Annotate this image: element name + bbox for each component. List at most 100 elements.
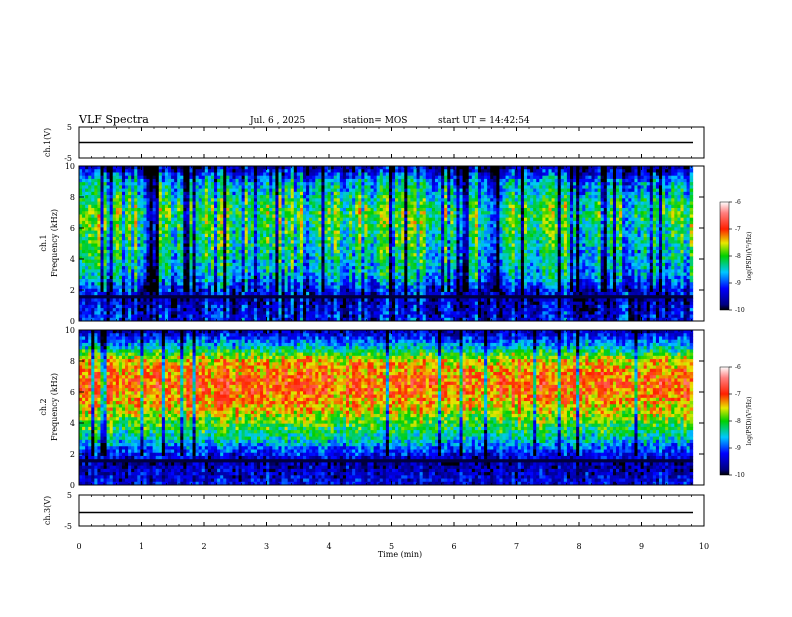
- spectrogram-cell: [349, 247, 352, 251]
- spectrogram-cell: [119, 279, 122, 283]
- spectrogram-cell: [180, 292, 183, 296]
- spectrogram-cell: [140, 279, 143, 283]
- spectrogram-cell: [251, 234, 254, 238]
- spectrogram-cell: [269, 214, 272, 218]
- spectrogram-cell: [122, 315, 125, 319]
- spectrogram-cell: [367, 292, 370, 296]
- spectrogram-cell: [85, 311, 88, 315]
- spectrogram-cell: [180, 244, 183, 248]
- spectrogram-cell: [386, 292, 389, 296]
- spectrogram-cell: [100, 253, 103, 257]
- spectrogram-cell: [389, 234, 392, 238]
- spectrogram-cell: [79, 298, 82, 302]
- spectrogram-cell: [220, 169, 223, 173]
- spectrogram-cell: [386, 302, 389, 306]
- spectrogram-cell: [312, 224, 315, 228]
- spectrogram-cell: [300, 305, 303, 309]
- spectrogram-cell: [306, 285, 309, 289]
- spectrogram-cell: [232, 176, 235, 180]
- spectrogram-cell: [361, 172, 364, 176]
- spectrogram-cell: [321, 256, 324, 260]
- spectrogram-cell: [328, 208, 331, 212]
- spectrogram-cell: [340, 195, 343, 199]
- spectrogram-cell: [214, 205, 217, 209]
- spectrogram-cell: [254, 305, 257, 309]
- spectrogram-cell: [140, 289, 143, 293]
- spectrogram-cell: [193, 176, 196, 180]
- spectrogram-cell: [189, 192, 192, 196]
- spectrogram-cell: [110, 234, 113, 238]
- spectrogram-cell: [392, 192, 395, 196]
- spectrogram-cell: [88, 195, 91, 199]
- spectrogram-cell: [294, 315, 297, 319]
- spectrogram-cell: [208, 231, 211, 235]
- spectrogram-cell: [309, 218, 312, 222]
- spectrogram-cell: [193, 208, 196, 212]
- spectrogram-cell: [263, 266, 266, 270]
- spectrogram-cell: [288, 189, 291, 193]
- spectrogram-cell: [220, 185, 223, 189]
- spectrogram-cell: [263, 227, 266, 231]
- spectrogram-cell: [100, 195, 103, 199]
- spectrogram-cell: [377, 279, 380, 283]
- spectrogram-cell: [371, 269, 374, 273]
- spectrogram-cell: [303, 263, 306, 267]
- spectrogram-cell: [119, 208, 122, 212]
- spectrogram-cell: [355, 166, 358, 170]
- spectrogram-cell: [131, 302, 134, 306]
- spectrogram-cell: [380, 247, 383, 251]
- spectrogram-cell: [309, 221, 312, 225]
- spectrogram-cell: [134, 253, 137, 257]
- spectrogram-cell: [229, 221, 232, 225]
- spectrogram-cell: [131, 176, 134, 180]
- spectrogram-cell: [162, 253, 165, 257]
- spectrogram-cell: [294, 305, 297, 309]
- spectrogram-cell: [386, 202, 389, 206]
- spectrogram-cell: [294, 211, 297, 215]
- spectrogram-cell: [392, 240, 395, 244]
- spectrogram-cell: [85, 298, 88, 302]
- spectrogram-cell: [312, 195, 315, 199]
- spectrogram-cell: [395, 266, 398, 270]
- spectrogram-cell: [168, 221, 171, 225]
- spectrogram-cell: [125, 237, 128, 241]
- spectrogram-cell: [355, 295, 358, 299]
- spectrogram-cell: [208, 224, 211, 228]
- spectrogram-cell: [168, 292, 171, 296]
- spectrogram-cell: [153, 256, 156, 260]
- spectrogram-cell: [193, 231, 196, 235]
- spectrogram-cell: [134, 205, 137, 209]
- spectrogram-cell: [177, 211, 180, 215]
- spectrogram-cell: [272, 308, 275, 312]
- spectrogram-cell: [282, 276, 285, 280]
- spectrogram-cell: [165, 227, 168, 231]
- spectrogram-cell: [217, 315, 220, 319]
- spectrogram-cell: [189, 218, 192, 222]
- spectrogram-cell: [226, 169, 229, 173]
- spectrogram-cell: [364, 234, 367, 238]
- spectrogram-cell: [334, 269, 337, 273]
- spectrogram-cell: [260, 218, 263, 222]
- spectrogram-cell: [171, 250, 174, 254]
- spectrogram-cell: [346, 279, 349, 283]
- spectrogram-cell: [104, 292, 107, 296]
- spectrogram-cell: [159, 250, 162, 254]
- spectrogram-cell: [266, 237, 269, 241]
- spectrogram-cell: [186, 269, 189, 273]
- spectrogram-cell: [300, 166, 303, 170]
- spectrogram-cell: [125, 298, 128, 302]
- spectrogram-cell: [107, 276, 110, 280]
- spectrogram-cell: [193, 205, 196, 209]
- spectrogram-cell: [107, 237, 110, 241]
- spectrogram-cell: [288, 305, 291, 309]
- spectrogram-cell: [352, 176, 355, 180]
- spectrogram-cell: [220, 289, 223, 293]
- spectrogram-cell: [392, 218, 395, 222]
- spectrogram-cell: [239, 250, 242, 254]
- spectrogram-cell: [269, 231, 272, 235]
- spectrogram-cell: [309, 172, 312, 176]
- spectrogram-cell: [291, 176, 294, 180]
- spectrogram-cell: [312, 282, 315, 286]
- spectrogram-cell: [193, 298, 196, 302]
- spectrogram-cell: [297, 221, 300, 225]
